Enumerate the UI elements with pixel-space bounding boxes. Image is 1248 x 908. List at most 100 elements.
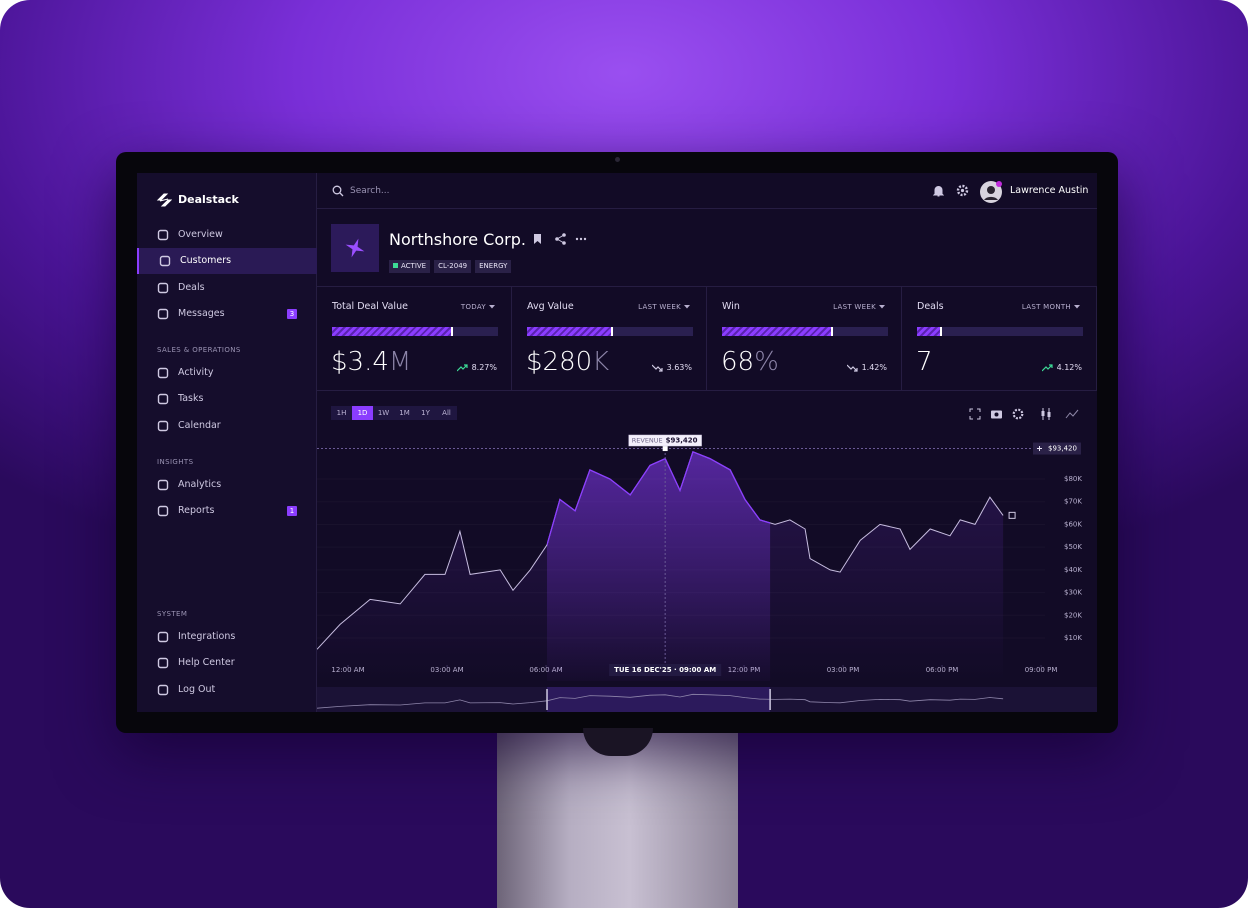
icon-shape: [157, 658, 169, 669]
header-actions[interactable]: [533, 233, 591, 245]
tag: ENERGY: [475, 260, 512, 273]
change-label: 8.27%: [471, 363, 497, 372]
nav-label: Activity: [178, 367, 214, 378]
caret-shape: [489, 305, 495, 309]
plus-icon: [1037, 446, 1042, 452]
value-number: $3.4: [331, 347, 389, 377]
value-unit: K: [592, 347, 610, 377]
nav-icon: [157, 308, 169, 320]
progress-track: [332, 327, 498, 336]
settings-icon[interactable]: [956, 184, 969, 197]
nav-item[interactable]: Activity: [137, 360, 317, 386]
nav-item[interactable]: Overview: [137, 222, 317, 248]
caret: [879, 305, 885, 309]
kpi-title: Win: [722, 301, 740, 312]
tags: ACTIVE CL-2049 ENERGY: [389, 253, 515, 273]
nav-item[interactable]: Reports 1: [137, 498, 317, 524]
nav-item[interactable]: Calendar: [137, 413, 317, 439]
progress-track: [527, 327, 693, 336]
tooltip-value: $93,420: [666, 437, 698, 445]
nav-label: Calendar: [178, 419, 221, 431]
trend-arrow: [456, 363, 468, 371]
nav-icon: [157, 506, 169, 517]
y-tick-label: $30K: [1064, 589, 1082, 597]
kpi-period[interactable]: TODAY: [461, 303, 495, 311]
value-number: 68: [721, 347, 755, 377]
range-button[interactable]: 1D: [352, 406, 373, 420]
kpi-period[interactable]: LAST MONTH: [1022, 303, 1080, 311]
kpi-change: 4.12%: [1041, 363, 1082, 372]
nav-label: Reports: [178, 505, 215, 517]
kpi-period[interactable]: LAST WEEK: [638, 303, 690, 311]
nav-item[interactable]: Messages 3: [137, 301, 317, 327]
nav-icon: [157, 479, 169, 491]
sidebar: Dealstack Overview Customers Deals Messages…: [137, 173, 317, 712]
section-title: INSIGHTS: [157, 458, 194, 466]
progress-track: [722, 327, 888, 336]
area-highlight: [547, 451, 771, 681]
kpi-change: 3.63%: [651, 363, 692, 372]
kpi-card: Total Deal Value TODAY $3.4M 8.27%: [317, 287, 512, 391]
y-tick-label: $40K: [1064, 566, 1082, 574]
revenue-chart: $10K$20K$30K$40K$50K$60K$70K$80K12:00 AM…: [317, 434, 1097, 712]
progress-fill: [917, 327, 942, 336]
crosshair-x-label: TUE 16 DEC'25 · 09:00 AM: [614, 666, 716, 674]
end-marker: [1008, 511, 1016, 519]
notifications-icon[interactable]: [933, 185, 944, 197]
nav-icon: [157, 420, 169, 431]
user-name[interactable]: Lawrence Austin: [1010, 185, 1089, 196]
nav-item[interactable]: Help Center: [137, 650, 317, 676]
nav-label: Messages: [178, 307, 225, 319]
kpi-value: 68%: [721, 347, 779, 377]
icon-shape: [157, 631, 169, 643]
change-label: 1.42%: [861, 363, 887, 372]
nav-badge: 3: [287, 308, 297, 319]
nav-item[interactable]: Log Out: [137, 677, 317, 703]
customer-header: Northshore Corp. ACTIVE CL-2049 ENERGY: [317, 209, 1097, 287]
range-button[interactable]: 1W: [377, 409, 390, 417]
nav-item[interactable]: Customers: [137, 248, 317, 275]
y-tick-label: $60K: [1064, 520, 1082, 528]
nav-icon: [157, 282, 169, 293]
search-icon: [332, 185, 344, 197]
nav-item[interactable]: Integrations: [137, 624, 317, 650]
kpi-title: Total Deal Value: [332, 301, 408, 312]
range-button[interactable]: 1M: [399, 409, 410, 417]
y-tick-label: $20K: [1064, 611, 1082, 619]
camera: [615, 157, 620, 162]
kpi-title: Deals: [917, 301, 944, 312]
tooltip-bg: [628, 434, 702, 447]
period-label: TODAY: [460, 303, 486, 311]
value-unit: %: [754, 347, 779, 377]
progress-fill: [722, 327, 834, 336]
monitor-stand: [497, 733, 738, 908]
nav-label: Deals: [178, 281, 205, 293]
range-button[interactable]: 1H: [336, 409, 347, 417]
range-button[interactable]: 1Y: [421, 409, 430, 417]
price-label: $93,420: [1048, 445, 1077, 453]
kpi-change: 8.27%: [456, 363, 497, 372]
nav-label: Tasks: [178, 393, 204, 405]
trend-icon: [1041, 363, 1053, 371]
search-input[interactable]: Search...: [350, 186, 390, 196]
avatar[interactable]: [980, 180, 1004, 204]
nav-label: Integrations: [178, 631, 236, 642]
trend-icon: [456, 363, 468, 371]
kpi-period[interactable]: LAST WEEK: [833, 303, 885, 311]
nav-item[interactable]: Tasks: [137, 386, 317, 412]
x-tick-label: 09:00 PM: [1025, 666, 1058, 674]
tag: CL-2049: [434, 260, 472, 273]
navigator-window[interactable]: [547, 687, 771, 712]
range-button[interactable]: All: [442, 409, 451, 417]
period-label: LAST MONTH: [1021, 303, 1071, 311]
icon-shape: [157, 229, 169, 241]
nav-label: Analytics: [178, 479, 222, 490]
crosshair-x-bg: [609, 664, 722, 676]
chart-toolbar[interactable]: [969, 408, 1083, 420]
trend-icon: [651, 364, 663, 372]
nav-item[interactable]: Deals: [137, 275, 317, 301]
nav-item[interactable]: Analytics: [137, 472, 317, 498]
kpi-change: 1.42%: [846, 363, 887, 372]
nav-icon: [157, 684, 169, 695]
